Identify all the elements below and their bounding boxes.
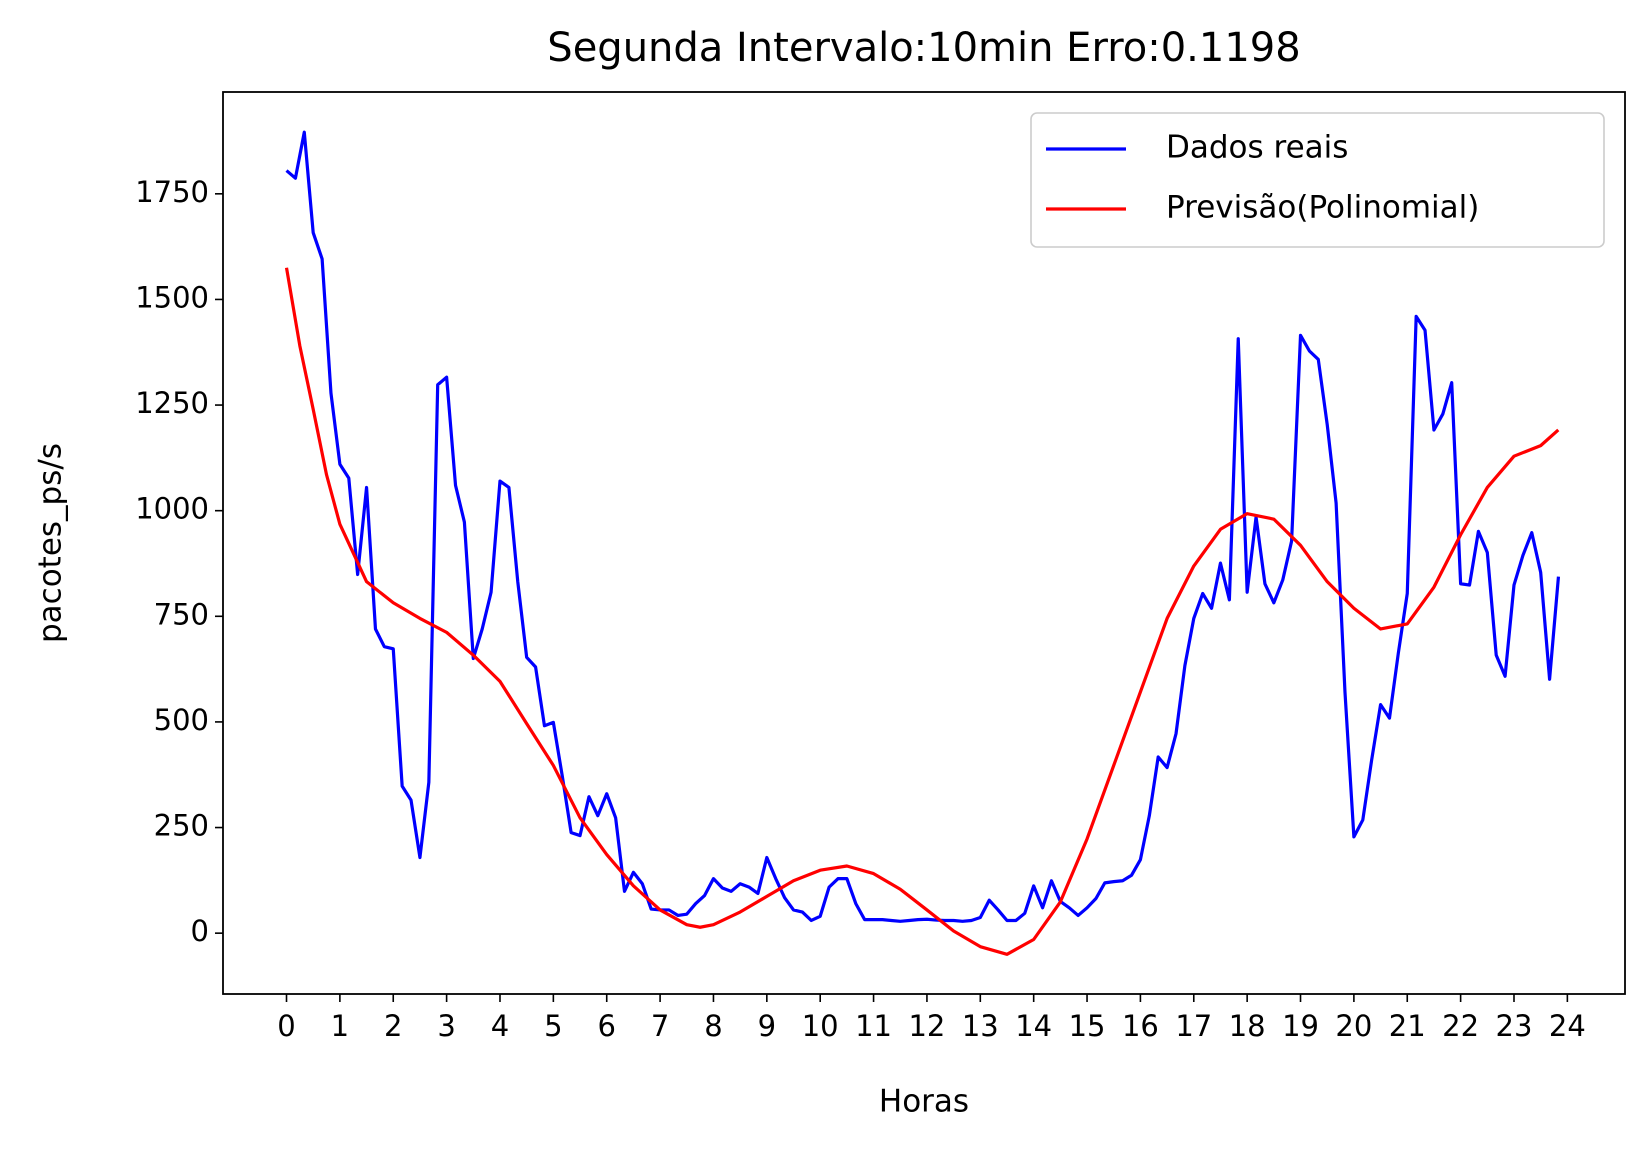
x-tick-label: 0 <box>277 1009 295 1043</box>
x-tick-label: 5 <box>544 1009 562 1043</box>
x-tick-label: 24 <box>1549 1009 1586 1043</box>
legend-label: Dados reais <box>1166 130 1348 166</box>
y-axis-label: pacotes_ps/s <box>33 443 69 643</box>
x-tick-label: 3 <box>437 1009 455 1043</box>
x-tick-label: 6 <box>597 1009 615 1043</box>
x-tick-label: 9 <box>758 1009 776 1043</box>
x-tick-label: 8 <box>704 1009 722 1043</box>
x-tick-label: 17 <box>1175 1009 1212 1043</box>
x-tick-label: 19 <box>1282 1009 1319 1043</box>
series-line <box>285 130 1561 923</box>
chart-title: Segunda Intervalo:10min Erro:0.1198 <box>547 25 1300 71</box>
x-tick-label: 11 <box>855 1009 892 1043</box>
x-tick-label: 1 <box>331 1009 349 1043</box>
x-tick-label: 4 <box>491 1009 509 1043</box>
y-tick-label: 500 <box>154 703 209 737</box>
y-tick-label: 1250 <box>135 386 209 420</box>
x-tick-label: 23 <box>1496 1009 1533 1043</box>
x-tick-label: 10 <box>802 1009 839 1043</box>
y-tick-label: 750 <box>154 597 209 631</box>
y-tick-label: 1500 <box>135 280 209 314</box>
legend-label: Previsão(Polinomial) <box>1166 190 1479 226</box>
x-tick-label: 12 <box>908 1009 945 1043</box>
x-tick-label: 2 <box>384 1009 402 1043</box>
plot-frame <box>222 91 1626 995</box>
x-tick-label: 16 <box>1122 1009 1159 1043</box>
y-tick-label: 250 <box>154 809 209 843</box>
y-tick-label: 1750 <box>135 175 209 209</box>
x-tick-label: 20 <box>1335 1009 1372 1043</box>
x-tick-label: 21 <box>1389 1009 1426 1043</box>
x-tick-label: 7 <box>651 1009 669 1043</box>
x-axis-label: Horas <box>879 1084 969 1120</box>
x-tick-label: 18 <box>1229 1009 1266 1043</box>
x-tick-label: 13 <box>962 1009 999 1043</box>
x-tick-label: 22 <box>1442 1009 1479 1043</box>
y-tick-label: 0 <box>191 914 209 948</box>
x-tick-label: 14 <box>1015 1009 1052 1043</box>
series-line <box>284 267 1560 956</box>
legend-box <box>1030 112 1605 248</box>
y-tick-label: 1000 <box>135 492 209 526</box>
x-tick-label: 15 <box>1069 1009 1106 1043</box>
